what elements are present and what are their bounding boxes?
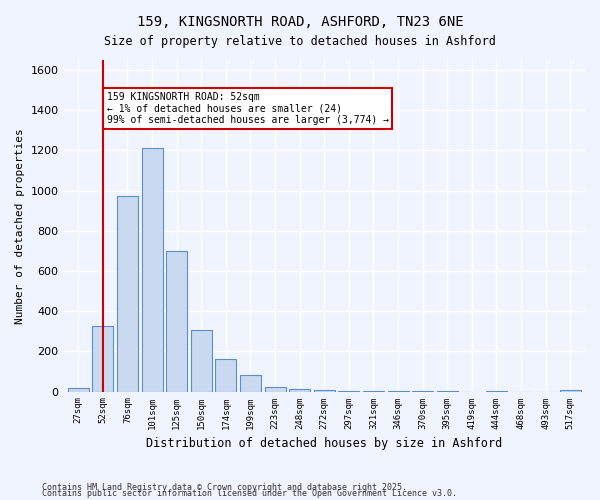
Text: 159 KINGSNORTH ROAD: 52sqm
← 1% of detached houses are smaller (24)
99% of semi-: 159 KINGSNORTH ROAD: 52sqm ← 1% of detac… (107, 92, 389, 126)
Bar (265, 386, 286, 392)
Bar (215, 360, 236, 392)
Bar (560, 390, 581, 392)
Bar (338, 390, 359, 392)
Bar (289, 388, 310, 392)
Bar (142, 148, 163, 392)
Bar (363, 391, 384, 392)
Text: 159, KINGSNORTH ROAD, ASHFORD, TN23 6NE: 159, KINGSNORTH ROAD, ASHFORD, TN23 6NE (137, 15, 463, 29)
Bar (191, 330, 212, 392)
Bar (68, 388, 89, 392)
Text: Contains public sector information licensed under the Open Government Licence v3: Contains public sector information licen… (42, 490, 457, 498)
Y-axis label: Number of detached properties: Number of detached properties (15, 128, 25, 324)
X-axis label: Distribution of detached houses by size in Ashford: Distribution of detached houses by size … (146, 437, 502, 450)
Bar (166, 251, 187, 392)
Bar (92, 326, 113, 392)
Text: Size of property relative to detached houses in Ashford: Size of property relative to detached ho… (104, 35, 496, 48)
Bar (314, 390, 335, 392)
Text: Contains HM Land Registry data © Crown copyright and database right 2025.: Contains HM Land Registry data © Crown c… (42, 484, 407, 492)
Bar (240, 376, 261, 392)
Bar (117, 196, 138, 392)
